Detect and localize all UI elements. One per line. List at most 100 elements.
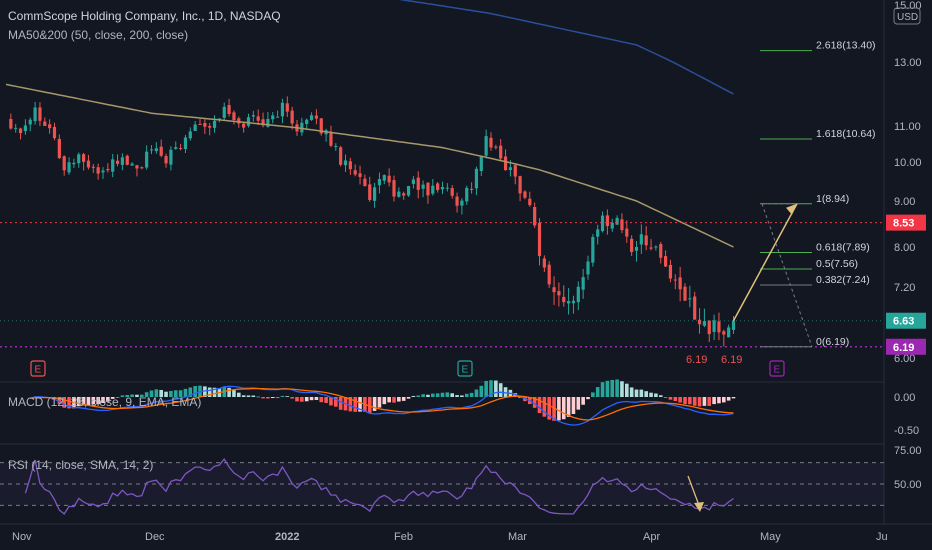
rsi-divergence-arrowhead [694,502,704,512]
macd-histogram-bar [450,393,454,397]
macd-histogram-bar [658,395,663,397]
macd-histogram-bar [149,390,154,397]
macd-histogram-bar [532,397,537,408]
rsi-line [24,457,734,515]
macd-pane[interactable] [30,379,736,426]
candle-body [596,229,600,237]
macd-histogram-bar [76,397,81,407]
macd-histogram-bar [227,387,231,397]
candle-body [600,215,605,232]
candle-body [145,151,149,168]
candle-body [552,287,556,293]
candle-body [14,127,18,129]
candle-body [38,107,42,121]
candle-body [450,188,454,196]
earnings-marker: E [769,360,785,377]
macd-histogram-bar [164,391,168,397]
macd-histogram-bar [382,397,387,405]
macd-histogram-bar [591,392,595,397]
macd-histogram-bar [712,397,716,405]
candle-body [169,149,173,165]
earnings-marker: E [30,360,46,377]
macd-histogram-bar [275,397,280,399]
candle-body [431,185,435,194]
candle-body [319,118,323,134]
macd-histogram-bar [237,392,241,397]
price-label-badge [886,214,926,231]
macd-histogram-bar [692,397,697,406]
macd-histogram-bar [406,397,411,399]
candle-body [513,165,517,177]
candle-body [654,246,658,248]
candle-body [465,187,469,202]
candle-body [605,215,609,227]
macd-histogram-bar [489,380,493,397]
macd-histogram-bar [707,397,712,406]
currency-badge [893,7,921,25]
candle-body [149,149,154,151]
price-label-text: 8.53 [893,218,914,230]
macd-histogram-bar [576,397,581,410]
price-tick-label: 9.00 [894,196,915,208]
candle-body [610,222,614,229]
candle-body [222,106,226,118]
time-tick-label: 2022 [275,531,299,543]
macd-histogram-bar [455,395,459,397]
candle-body [567,301,571,304]
candle-body [397,191,401,197]
earnings-marker-label: E [462,365,469,376]
candle-body [693,296,697,320]
ma200-line [399,0,734,95]
macd-histogram-bar [416,395,421,397]
rsi-legend: RSI (14, close, SMA, 14, 2) [8,458,154,472]
candle-body [280,102,285,117]
candle-body [382,175,386,181]
price-label-badge [886,338,926,355]
candle-body [348,161,352,170]
macd-histogram-bar [503,387,508,397]
time-tick-label: Nov [12,531,32,543]
candle-body [276,116,280,118]
candle-body [52,126,57,139]
candle-body [227,105,231,114]
candle-body [72,162,76,165]
macd-histogram-bar [290,397,294,399]
macd-histogram-bar [334,397,338,407]
macd-histogram-bar [280,395,285,397]
macd-histogram-bar [173,390,178,397]
macd-histogram-bar [566,397,571,417]
fib-level-label: 0.618(7.89) [816,242,870,254]
candle-body [329,132,333,146]
macd-histogram-bar [140,394,144,397]
time-tick-label: Ju [876,531,888,543]
macd-histogram-bar [348,397,353,412]
main-price-pane[interactable]: 2.618(13.40) 1.618(10.64) 1(8.94) 0.618(7.8… [0,0,884,377]
macd-histogram-bar [154,389,159,397]
candle-body [402,193,406,196]
candle-body [256,116,260,121]
macd-histogram-bar [295,397,299,402]
macd-histogram-bar [207,387,212,397]
price-tick-label: 15.00 [894,0,922,12]
candle-body [731,320,736,330]
macd-histogram-bar [673,397,678,402]
macd-histogram-bar [130,394,134,397]
candle-body [518,176,522,194]
candle-body [57,138,61,159]
candle-body [649,247,653,249]
candle-body [353,170,357,175]
macd-histogram-bar [435,393,440,397]
macd-histogram-bar [203,386,207,397]
macd-histogram-bar [445,392,450,397]
macd-histogram-bar [440,392,445,397]
price-label-badge [886,312,926,329]
rsi-pane[interactable] [0,457,884,515]
earnings-marker-box [457,360,473,377]
grid [0,0,932,525]
candle-body [363,178,367,187]
macd-histogram-bar [392,397,396,403]
earnings-marker-box [769,360,785,377]
candle-body [208,126,212,128]
macd-histogram-bar [57,397,62,404]
